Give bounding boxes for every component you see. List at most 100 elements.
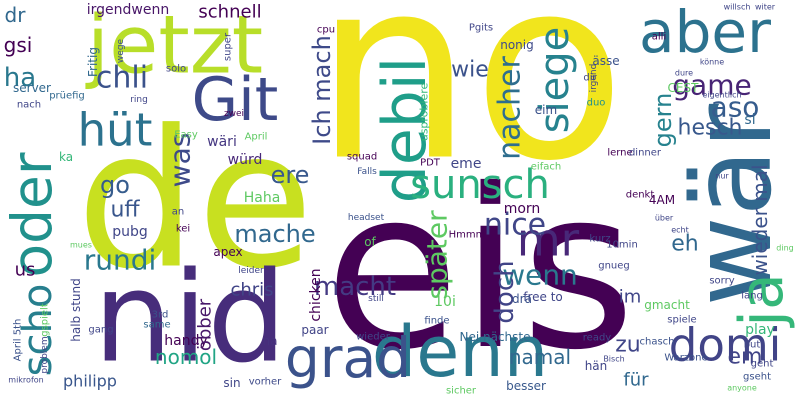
word: geht bbox=[751, 359, 774, 370]
word: Easy bbox=[174, 130, 198, 141]
word: anyone bbox=[727, 384, 757, 393]
word: gang bbox=[88, 325, 113, 336]
word: gseht bbox=[743, 372, 771, 383]
word: denn bbox=[372, 311, 548, 393]
word: nur bbox=[715, 172, 729, 181]
word: kei bbox=[176, 224, 190, 235]
word: Git bbox=[192, 65, 279, 135]
word: könne bbox=[700, 58, 724, 67]
word: später bbox=[421, 210, 454, 300]
word: macht bbox=[314, 272, 396, 302]
word: vorher bbox=[249, 377, 282, 388]
word: eifach bbox=[531, 162, 561, 173]
word: gern bbox=[649, 93, 677, 148]
word: irgend bbox=[589, 64, 599, 93]
word: Hmmm bbox=[449, 230, 486, 241]
word: Haha bbox=[244, 190, 281, 206]
word: of bbox=[364, 235, 376, 249]
word: wie bbox=[451, 58, 489, 83]
word: halb stund bbox=[69, 278, 83, 342]
word: uff bbox=[110, 198, 140, 223]
word: PDT bbox=[420, 158, 441, 169]
word: doch bbox=[490, 260, 520, 323]
word: wieder bbox=[356, 332, 391, 343]
word: eigentlich bbox=[702, 91, 741, 100]
word: Warzone bbox=[664, 353, 707, 364]
word: ready bbox=[583, 333, 612, 344]
word: mikrofon bbox=[8, 376, 43, 385]
word: grad bbox=[285, 326, 411, 390]
word: wäri bbox=[207, 134, 237, 150]
word: prüefig bbox=[49, 91, 85, 102]
word: finde bbox=[424, 316, 449, 327]
word: irgendwenn bbox=[87, 2, 169, 18]
word: was bbox=[164, 133, 197, 188]
word: hän bbox=[585, 359, 608, 373]
word: siege bbox=[532, 27, 578, 134]
word: 4AM bbox=[649, 193, 675, 207]
word: headset bbox=[348, 213, 385, 223]
word: eh bbox=[671, 232, 698, 257]
word: wieder mal bbox=[748, 164, 772, 275]
word: chicken bbox=[308, 268, 324, 321]
word: eme bbox=[451, 156, 482, 172]
word: nonig bbox=[500, 38, 534, 52]
word: wär bbox=[668, 103, 796, 306]
word: 10i bbox=[434, 294, 456, 310]
word: chli bbox=[96, 61, 148, 96]
word: em bbox=[728, 345, 763, 370]
word: paar bbox=[301, 323, 328, 337]
word: gnueg bbox=[598, 261, 630, 272]
word: schnell bbox=[198, 2, 261, 23]
word: de bbox=[76, 90, 314, 311]
word: hüt bbox=[78, 104, 153, 157]
word: aber bbox=[639, 0, 771, 66]
word: usprobiere bbox=[418, 82, 431, 141]
word: Fritig bbox=[86, 47, 100, 77]
word: an bbox=[172, 207, 184, 218]
word: nach bbox=[17, 100, 41, 111]
word: oder bbox=[0, 152, 64, 277]
word: spiele bbox=[667, 315, 696, 326]
word: domi bbox=[669, 319, 781, 372]
word: Nei nächste bbox=[459, 330, 530, 344]
word: dra bbox=[512, 292, 532, 306]
word: Pgits bbox=[469, 23, 493, 34]
word: debil bbox=[370, 57, 440, 203]
word: game bbox=[672, 69, 751, 102]
word: mues bbox=[70, 241, 92, 250]
word: zu bbox=[615, 333, 641, 358]
word: kurz bbox=[589, 234, 610, 245]
word: no bbox=[314, 0, 625, 216]
word: sunsch bbox=[410, 162, 550, 208]
word: April 5th bbox=[13, 319, 24, 362]
word: über bbox=[655, 214, 674, 223]
word: eis bbox=[324, 142, 635, 398]
word: alli bbox=[652, 32, 666, 43]
word: namal bbox=[509, 345, 571, 369]
word: 3rd bbox=[152, 310, 169, 321]
word: free to bbox=[523, 290, 563, 304]
word: dr bbox=[5, 3, 27, 27]
word: scho bbox=[15, 284, 61, 377]
word: jetzt bbox=[85, 0, 263, 92]
word: chris bbox=[230, 280, 273, 301]
word: ka bbox=[59, 150, 73, 164]
word: denkt bbox=[626, 190, 655, 201]
word: Bisch bbox=[603, 355, 624, 364]
word: but bbox=[744, 340, 761, 351]
word: April bbox=[245, 132, 268, 143]
word: pubg bbox=[112, 224, 148, 240]
word: squad bbox=[347, 152, 377, 163]
word: mr bbox=[517, 214, 580, 267]
word: Falls bbox=[357, 167, 377, 177]
word: nomol bbox=[155, 345, 217, 369]
word: eim bbox=[535, 103, 557, 117]
word: besser bbox=[506, 379, 546, 393]
word: CEST bbox=[668, 81, 700, 95]
word: nid bbox=[93, 246, 286, 391]
word: ring bbox=[130, 95, 148, 105]
word: dinner bbox=[629, 148, 662, 159]
